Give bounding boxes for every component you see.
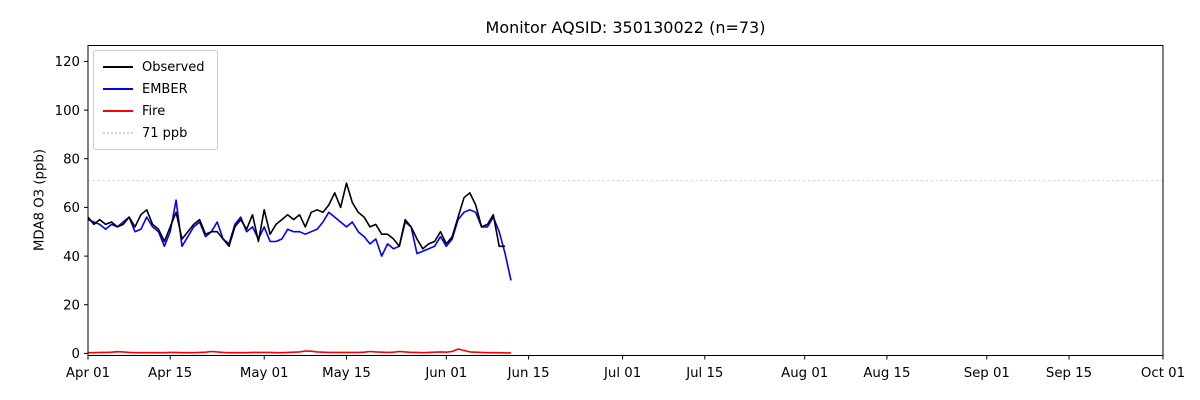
x-tick-label: May 01 [240, 366, 289, 381]
legend-label: 71 ppb [142, 125, 188, 141]
x-tick-label: Jul 01 [603, 366, 641, 381]
x-tick-label: Jun 01 [424, 366, 467, 381]
legend-item-fire: Fire [103, 100, 205, 122]
x-tick-label: Apr 01 [66, 366, 110, 381]
x-tick-label: May 15 [322, 366, 371, 381]
x-tick-label: Oct 01 [1141, 366, 1185, 381]
x-tick-label: Sep 01 [964, 366, 1010, 381]
y-tick-label: 20 [63, 298, 80, 313]
y-tick-label: 40 [63, 250, 80, 265]
y-tick-label: 60 [63, 201, 80, 216]
legend-line-sample [103, 110, 133, 112]
y-tick-label: 80 [63, 152, 80, 167]
line-observed [87, 182, 506, 250]
legend-label: EMBER [142, 81, 188, 97]
legend-label: Observed [142, 59, 205, 75]
legend-line-sample [103, 66, 133, 68]
x-tick-label: Aug 01 [781, 366, 828, 381]
line-fire [88, 348, 511, 354]
legend-line-sample [103, 88, 133, 90]
x-tick-label: Aug 15 [863, 366, 910, 381]
legend: Observed EMBER Fire 71 ppb [93, 50, 218, 150]
legend-item-71-ppb: 71 ppb [103, 122, 205, 144]
legend-line-sample [103, 132, 133, 134]
x-tick-label: Jul 15 [685, 366, 723, 381]
legend-item-ember: EMBER [103, 78, 205, 100]
x-tick-label: Jun 15 [507, 366, 550, 381]
x-tick-label: Apr 15 [148, 366, 192, 381]
legend-label: Fire [142, 103, 166, 119]
legend-item-observed: Observed [103, 56, 205, 78]
chart-title: Monitor AQSID: 350130022 (n=73) [485, 18, 766, 37]
x-tick-label: Sep 15 [1046, 366, 1092, 381]
y-tick-label: 120 [55, 55, 80, 70]
y-tick-label: 0 [72, 347, 80, 362]
axes-box [87, 45, 1164, 356]
line-ember [87, 199, 512, 281]
y-tick-label: 100 [55, 104, 80, 119]
